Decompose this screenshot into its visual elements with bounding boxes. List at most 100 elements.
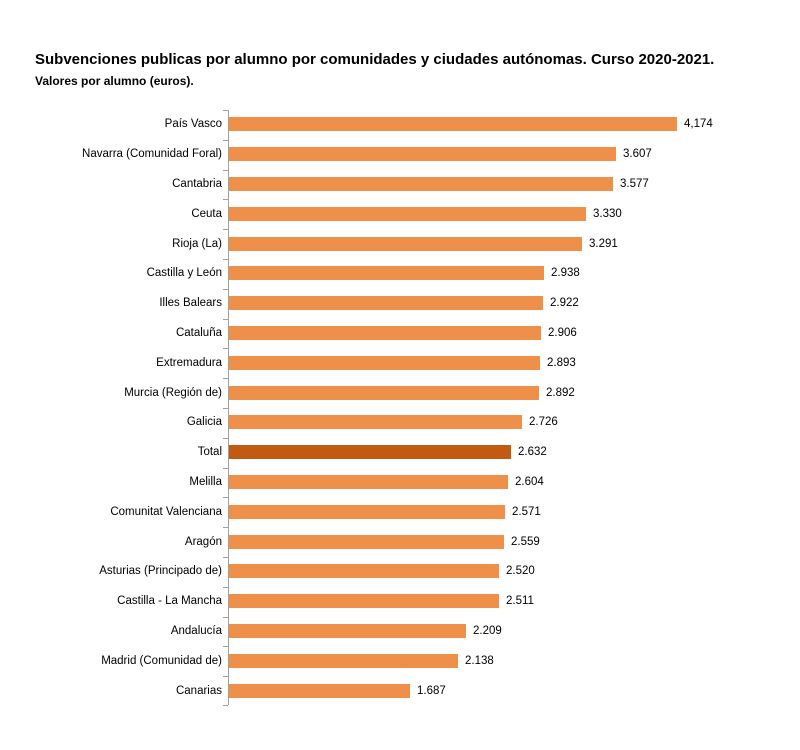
chart-row: Illes Balears 2.922 — [0, 288, 800, 318]
bar — [229, 594, 499, 609]
chart-row: Castilla - La Mancha 2.511 — [0, 586, 800, 616]
bar — [229, 266, 544, 281]
axis-tick — [223, 586, 228, 588]
category-label: Navarra (Comunidad Foral) — [82, 148, 222, 161]
category-label: Galicia — [186, 416, 222, 429]
category-label: Total — [197, 446, 222, 459]
category-label: Asturias (Principado de) — [99, 565, 222, 578]
bar-zone: 2.559 — [229, 534, 800, 549]
chart-row: Andalucía 2.209 — [0, 616, 800, 646]
bar-zone: 4,174 — [229, 117, 800, 132]
chart-row: Asturias (Principado de) 2.520 — [0, 556, 800, 586]
value-label: 2.520 — [506, 565, 535, 578]
chart-header: Subvenciones publicas por alumno por com… — [35, 50, 770, 88]
bar — [229, 236, 582, 251]
value-label: 3.330 — [593, 207, 622, 220]
category-label: Rioja (La) — [172, 237, 222, 250]
category-label: Cataluña — [175, 326, 222, 339]
bar-zone: 2.893 — [229, 355, 800, 370]
chart-row: Rioja (La) 3.291 — [0, 229, 800, 259]
value-label: 4,174 — [684, 118, 713, 131]
bar-zone: 2.138 — [229, 653, 800, 668]
bar-zone: 3.577 — [229, 176, 800, 191]
axis-tick — [223, 318, 228, 320]
axis-tick — [223, 526, 228, 528]
value-label: 2.726 — [529, 416, 558, 429]
bar-zone: 2.520 — [229, 564, 800, 579]
chart-row: Navarra (Comunidad Foral) 3.607 — [0, 139, 800, 169]
axis-tick — [223, 496, 228, 498]
axis-tick — [223, 198, 228, 200]
bar — [229, 415, 522, 430]
category-axis-line — [228, 109, 229, 706]
axis-tick — [223, 407, 228, 409]
value-label: 3.577 — [620, 177, 649, 190]
category-label: Illes Balears — [159, 297, 222, 310]
rows-container: País Vasco 4,174 Navarra (Comunidad Foral)… — [0, 110, 800, 706]
bar — [229, 504, 505, 519]
value-label: 3.607 — [623, 148, 652, 161]
bar-zone: 2.938 — [229, 266, 800, 281]
axis-tick — [223, 437, 228, 439]
category-label: Andalucía — [170, 624, 222, 637]
total-bar — [229, 445, 511, 460]
value-label: 2.571 — [512, 505, 541, 518]
bar — [229, 564, 499, 579]
value-label: 2.604 — [515, 475, 544, 488]
category-label: Cantabria — [172, 177, 222, 190]
bar-zone: 2.726 — [229, 415, 800, 430]
bar — [229, 683, 410, 698]
category-label: Melilla — [189, 475, 222, 488]
category-label: Madrid (Comunidad de) — [101, 654, 222, 667]
axis-tick — [223, 377, 228, 379]
page: Subvenciones publicas por alumno por com… — [0, 50, 800, 706]
axis-tick — [223, 109, 228, 111]
value-label: 2.938 — [551, 267, 580, 280]
chart-row: Canarias 1.687 — [0, 676, 800, 706]
chart-row: Total 2.632 — [0, 437, 800, 467]
value-label: 1.687 — [417, 684, 446, 697]
value-label: 2.511 — [506, 595, 534, 608]
value-label: 2.893 — [547, 356, 576, 369]
bar — [229, 325, 541, 340]
axis-tick — [223, 347, 228, 349]
value-label: 2.922 — [550, 297, 579, 310]
bar-zone: 2.604 — [229, 474, 800, 489]
bar — [229, 385, 539, 400]
chart-row: Cantabria 3.577 — [0, 169, 800, 199]
bar — [229, 147, 616, 162]
bar-chart: País Vasco 4,174 Navarra (Comunidad Foral)… — [0, 109, 800, 706]
value-label: 2.209 — [473, 624, 502, 637]
chart-row: Extremadura 2.893 — [0, 348, 800, 378]
bar — [229, 355, 540, 370]
axis-tick — [223, 704, 228, 706]
chart-row: Aragón 2.559 — [0, 527, 800, 557]
value-label: 2.559 — [511, 535, 540, 548]
bar-zone: 2.511 — [229, 594, 800, 609]
bar-zone: 3.330 — [229, 206, 800, 221]
category-label: Aragón — [184, 535, 222, 548]
bar-zone: 2.892 — [229, 385, 800, 400]
bar-zone: 1.687 — [229, 683, 800, 698]
bar-zone: 2.571 — [229, 504, 800, 519]
value-label: 3.291 — [589, 237, 618, 250]
axis-tick — [223, 288, 228, 290]
bar — [229, 623, 466, 638]
chart-row: Murcia (Región de) 2.892 — [0, 378, 800, 408]
bar — [229, 534, 504, 549]
category-label: Ceuta — [191, 207, 222, 220]
bar — [229, 653, 458, 668]
bar — [229, 176, 613, 191]
bar — [229, 296, 543, 311]
axis-tick — [223, 169, 228, 171]
bar — [229, 474, 508, 489]
value-label: 2.632 — [518, 446, 547, 459]
axis-tick — [223, 467, 228, 469]
category-label: Comunitat Valenciana — [110, 505, 222, 518]
category-label: Murcia (Región de) — [124, 386, 222, 399]
chart-subtitle: Valores por alumno (euros). — [35, 73, 194, 88]
chart-row: Ceuta 3.330 — [0, 199, 800, 229]
axis-tick — [223, 616, 228, 618]
chart-row: País Vasco 4,174 — [0, 110, 800, 140]
axis-tick — [223, 645, 228, 647]
